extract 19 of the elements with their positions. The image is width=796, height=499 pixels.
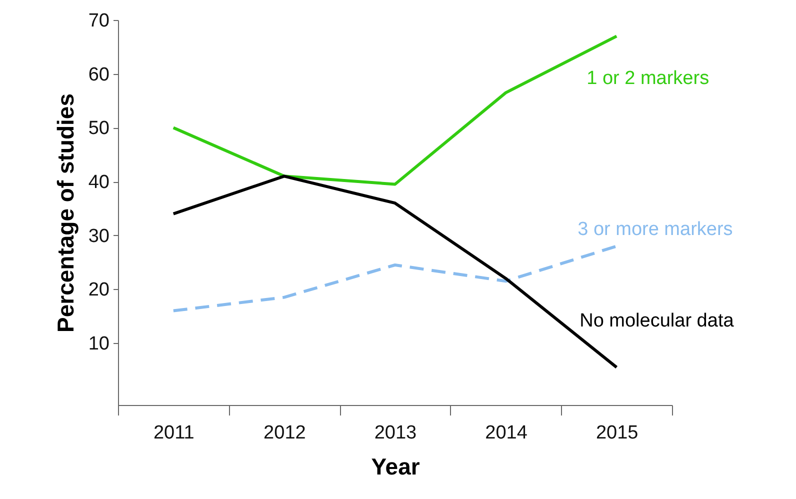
x-axis-title: Year	[371, 454, 420, 480]
x-tick-label: 2013	[374, 422, 417, 444]
y-tick-label: 20	[88, 280, 110, 301]
y-tick-label: 60	[88, 64, 110, 86]
x-tick-label: 2014	[485, 422, 528, 444]
y-tick-label: 30	[88, 226, 110, 247]
series-label: 1 or 2 markers	[586, 68, 710, 90]
y-tick-label: 70	[88, 10, 110, 32]
x-tick-label: 2012	[264, 422, 306, 444]
line-series	[172, 34, 618, 186]
y-tick-label: 10	[88, 334, 110, 355]
y-axis-title: Percentage of studies	[52, 93, 78, 333]
series-label: No molecular data	[580, 310, 734, 332]
x-tick-label: 2015	[596, 422, 638, 444]
series-label: 3 or more markers	[578, 219, 733, 240]
line-series	[172, 244, 618, 312]
y-tick-label: 50	[88, 118, 110, 140]
x-tick-label: 2011	[153, 422, 194, 444]
y-tick-label: 40	[88, 172, 110, 194]
